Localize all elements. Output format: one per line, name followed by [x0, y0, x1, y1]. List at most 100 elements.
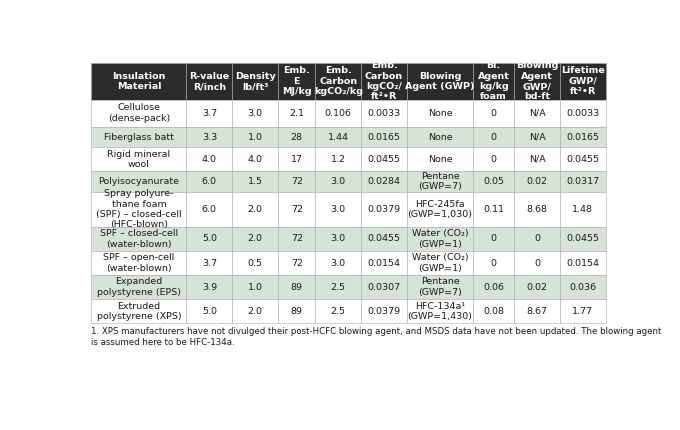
Text: 8.68: 8.68	[526, 205, 547, 214]
Text: 0.0379: 0.0379	[367, 307, 401, 316]
Bar	[186, 227, 233, 251]
Bar	[514, 299, 560, 323]
Text: 0.0154: 0.0154	[367, 258, 401, 267]
Bar	[560, 275, 606, 299]
Text: Water (CO₂)
(GWP=1): Water (CO₂) (GWP=1)	[411, 253, 469, 273]
Text: 1.0: 1.0	[248, 283, 262, 292]
Bar	[514, 172, 560, 192]
Bar	[407, 63, 473, 100]
Bar	[186, 299, 233, 323]
Bar	[186, 100, 233, 127]
Bar	[514, 127, 560, 147]
Bar	[514, 227, 560, 251]
Bar	[233, 227, 278, 251]
Text: 2.1: 2.1	[289, 109, 304, 118]
Text: 2.0: 2.0	[248, 307, 262, 316]
Text: 0.05: 0.05	[483, 177, 504, 186]
Text: 0.0379: 0.0379	[367, 205, 401, 214]
Bar	[278, 63, 316, 100]
Text: Density
lb/ft³: Density lb/ft³	[235, 72, 275, 91]
Bar	[316, 227, 361, 251]
Bar	[186, 172, 233, 192]
Bar	[186, 251, 233, 275]
Text: 72: 72	[291, 234, 303, 243]
Text: SPF – open-cell
(water-blown): SPF – open-cell (water-blown)	[103, 253, 175, 273]
Bar	[278, 275, 316, 299]
Text: 0.0307: 0.0307	[367, 283, 401, 292]
Text: 0: 0	[491, 132, 496, 141]
Text: Cellulose
(dense-pack): Cellulose (dense-pack)	[107, 104, 170, 123]
Text: 0.036: 0.036	[569, 283, 596, 292]
Bar	[361, 275, 407, 299]
Text: 3.0: 3.0	[248, 109, 262, 118]
Bar	[473, 127, 514, 147]
Text: Bl.
Agent
kg/kg
foam: Bl. Agent kg/kg foam	[478, 61, 509, 101]
Text: 0.0455: 0.0455	[566, 234, 599, 243]
Bar	[407, 147, 473, 172]
Text: 17: 17	[291, 155, 303, 164]
Bar	[407, 275, 473, 299]
Bar	[186, 147, 233, 172]
Bar	[473, 172, 514, 192]
Text: Polyisocyanurate: Polyisocyanurate	[99, 177, 180, 186]
Bar	[91, 147, 186, 172]
Text: 72: 72	[291, 177, 303, 186]
Bar	[560, 147, 606, 172]
Bar	[316, 251, 361, 275]
Bar	[560, 227, 606, 251]
Text: 3.3: 3.3	[202, 132, 217, 141]
Text: 5.0: 5.0	[202, 234, 217, 243]
Bar	[361, 63, 407, 100]
Text: HFC-134a¹
(GWP=1,430): HFC-134a¹ (GWP=1,430)	[407, 302, 473, 321]
Bar	[407, 251, 473, 275]
Text: 28: 28	[291, 132, 303, 141]
Text: None: None	[428, 132, 452, 141]
Bar	[361, 172, 407, 192]
Bar	[233, 147, 278, 172]
Bar	[233, 100, 278, 127]
Bar	[473, 299, 514, 323]
Bar	[186, 275, 233, 299]
Text: 1.77: 1.77	[573, 307, 593, 316]
Bar	[361, 147, 407, 172]
Bar	[91, 172, 186, 192]
Bar	[361, 227, 407, 251]
Text: 0: 0	[491, 155, 496, 164]
Text: 0: 0	[534, 258, 540, 267]
Text: 1.44: 1.44	[328, 132, 349, 141]
Text: Pentane
(GWP=7): Pentane (GWP=7)	[418, 172, 462, 191]
Bar	[233, 251, 278, 275]
Text: 5.0: 5.0	[202, 307, 217, 316]
Text: 0: 0	[491, 234, 496, 243]
Text: Lifetime
GWP/
ft²•R: Lifetime GWP/ ft²•R	[561, 67, 605, 96]
Text: 1.48: 1.48	[573, 205, 593, 214]
Bar	[560, 100, 606, 127]
Text: 3.7: 3.7	[202, 109, 217, 118]
Text: 2.5: 2.5	[330, 307, 345, 316]
Text: 0.0455: 0.0455	[367, 155, 401, 164]
Text: 72: 72	[291, 205, 303, 214]
Bar	[361, 127, 407, 147]
Text: 3.0: 3.0	[330, 177, 346, 186]
Text: Water (CO₂)
(GWP=1): Water (CO₂) (GWP=1)	[411, 229, 469, 249]
Bar	[560, 127, 606, 147]
Bar	[560, 63, 606, 100]
Text: 1.2: 1.2	[330, 155, 345, 164]
Text: 89: 89	[291, 283, 303, 292]
Bar	[560, 192, 606, 227]
Bar	[514, 251, 560, 275]
Bar	[316, 299, 361, 323]
Text: 4.0: 4.0	[202, 155, 217, 164]
Text: 0.0165: 0.0165	[566, 132, 599, 141]
Bar	[316, 275, 361, 299]
Bar	[560, 299, 606, 323]
Text: Extruded
polystyrene (XPS): Extruded polystyrene (XPS)	[97, 302, 181, 321]
Text: 0.0284: 0.0284	[367, 177, 401, 186]
Bar	[91, 100, 186, 127]
Bar	[186, 127, 233, 147]
Text: 8.67: 8.67	[526, 307, 547, 316]
Text: 1.0: 1.0	[248, 132, 262, 141]
Bar	[278, 251, 316, 275]
Bar	[278, 172, 316, 192]
Text: 0.106: 0.106	[325, 109, 352, 118]
